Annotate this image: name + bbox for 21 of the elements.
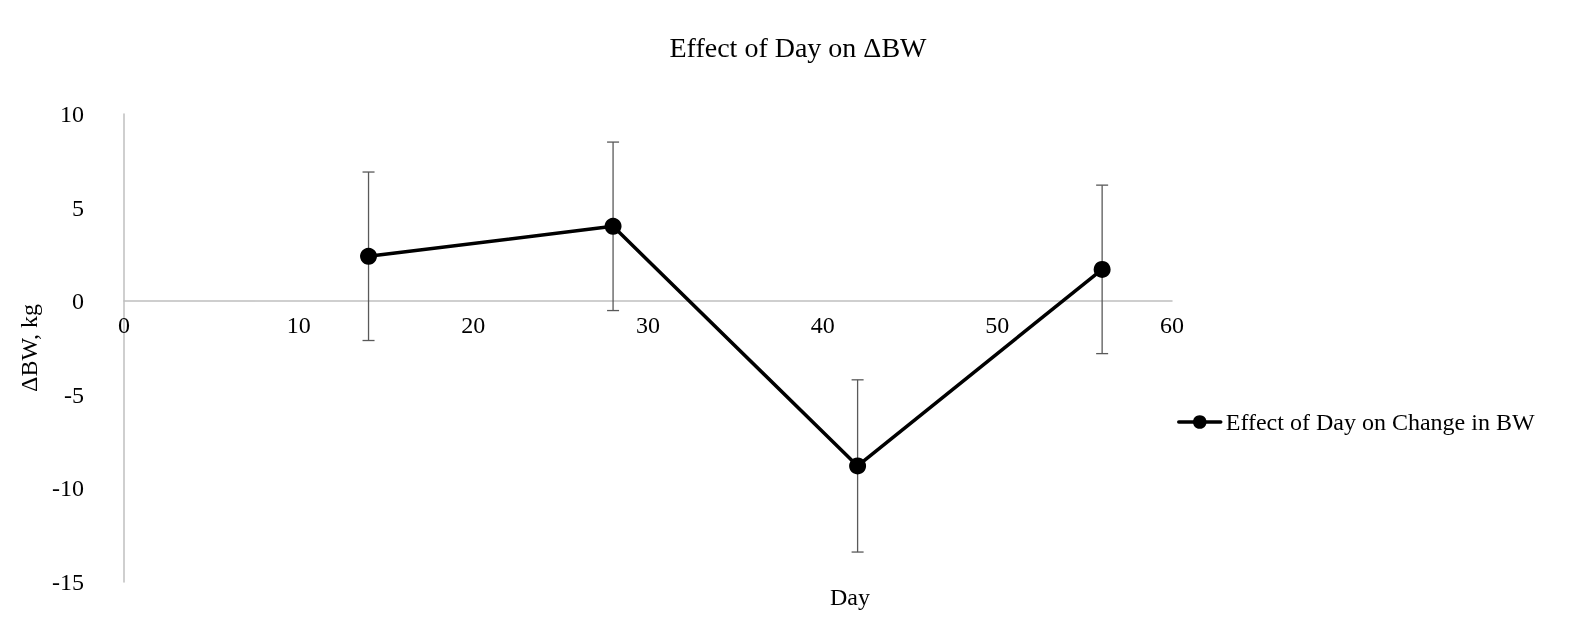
legend-label: Effect of Day on Change in BW [1225,409,1535,435]
point [360,247,378,265]
y-tick-label: -15 [52,569,84,595]
point [1093,260,1111,278]
x-tick-label: 0 [118,312,130,339]
x-tick-label: 40 [810,312,835,339]
x-axis-title: Day [830,584,870,610]
point [604,217,622,235]
y-tick-label: 10 [60,101,84,127]
x-tick-label: 10 [286,312,311,339]
y-tick-label: -10 [52,475,84,502]
y-tick-label: -5 [64,381,84,408]
y-tick-label: 5 [72,194,84,221]
point [849,457,867,475]
y-tick-label: 0 [72,288,84,315]
x-tick-label: 20 [461,312,486,339]
x-tick-label: 50 [985,312,1010,339]
chart-title: Effect of Day on ΔBW [669,31,928,63]
x-tick-label: 60 [1160,312,1184,339]
x-tick-label: 30 [636,312,660,339]
y-axis-title: ΔBW, kg [16,304,43,392]
